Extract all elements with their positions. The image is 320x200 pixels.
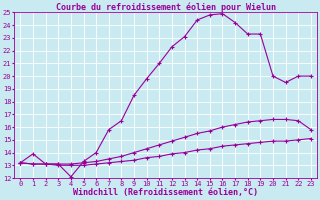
- X-axis label: Windchill (Refroidissement éolien,°C): Windchill (Refroidissement éolien,°C): [73, 188, 258, 197]
- Title: Courbe du refroidissement éolien pour Wielun: Courbe du refroidissement éolien pour Wi…: [56, 3, 276, 12]
